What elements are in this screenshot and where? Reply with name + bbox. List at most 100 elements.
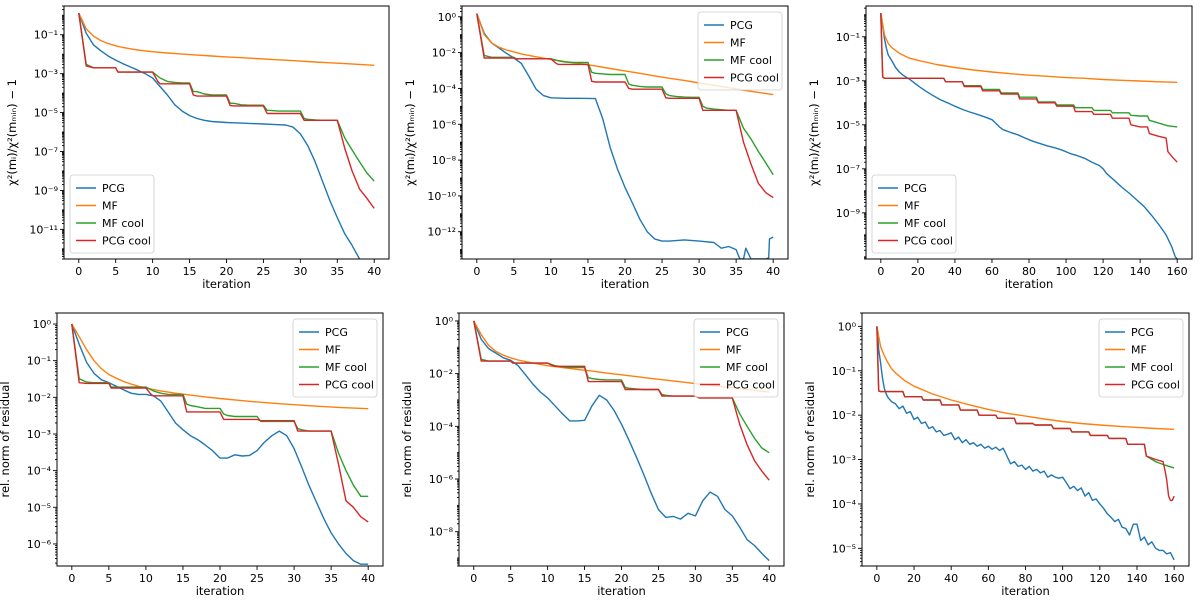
x-axis-label: iteration xyxy=(196,584,245,598)
legend-label-mf: MF xyxy=(726,344,742,357)
y-tick-label: 10⁻¹ xyxy=(27,355,51,368)
x-tick-label: 60 xyxy=(981,572,995,585)
x-tick-label: 10 xyxy=(139,572,153,585)
chart-panel-4: 0 5 10 15 20 25 30 35 40 10⁻⁶ 10⁻⁵ 10⁻⁴ 10⁻³ 10⁻² 10⁻¹… xyxy=(0,312,384,598)
x-tick-label: 10 xyxy=(541,572,555,585)
y-axis-label: χ²(mᵢ)/χ²(mₘᵢₙ) − 1 xyxy=(807,79,821,186)
x-tick-label: 25 xyxy=(651,572,665,585)
legend-label-pcg: PCG xyxy=(730,19,753,32)
y-tick-label: 10⁻² xyxy=(832,409,856,422)
series-line-pcg-cool xyxy=(476,13,774,199)
legend-frame xyxy=(697,11,783,91)
series-line-pcg-cool xyxy=(473,320,770,481)
legend-label-mf-cool: MF cool xyxy=(102,217,144,230)
y-tick-label: 10⁻¹² xyxy=(427,226,456,239)
y-tick-label: 10⁻² xyxy=(27,391,51,404)
x-tick-label: 35 xyxy=(729,265,743,278)
legend-label-mf: MF xyxy=(325,344,341,357)
x-tick-label: 100 xyxy=(1052,572,1073,585)
y-tick-label: 10⁻⁶ xyxy=(27,538,52,551)
x-tick-label: 40 xyxy=(948,265,962,278)
plot-area xyxy=(78,12,375,259)
legend-label-pcg-cool: PCG cool xyxy=(726,379,775,392)
chart-panel-5: 0 5 10 15 20 25 30 35 40 10⁻⁸ 10⁻⁶ 10⁻⁴ 10⁻² 10⁰ itera… xyxy=(400,312,785,598)
y-tick-label: 10⁰ xyxy=(435,315,454,328)
y-tick-label: 10⁻⁴ xyxy=(27,465,52,478)
x-tick-label: 40 xyxy=(361,572,375,585)
x-tick-label: 40 xyxy=(944,572,958,585)
x-tick-label: 5 xyxy=(507,572,514,585)
series-line-pcg xyxy=(78,12,361,259)
x-tick-label: 5 xyxy=(112,265,119,278)
chart-panel-6: 0 20 40 60 80 100 120 140 160 10⁻⁵ 10⁻⁴ 10⁻³ 10⁻² 10⁻… xyxy=(803,312,1190,598)
x-tick-label: 35 xyxy=(330,265,344,278)
x-tick-label: 0 xyxy=(877,265,884,278)
x-tick-label: 0 xyxy=(873,572,880,585)
y-tick-label: 10⁻³ xyxy=(27,428,51,441)
series-line-mf-cool xyxy=(880,12,1178,128)
y-tick-label: 10⁻⁴ xyxy=(429,420,454,433)
x-tick-label: 5 xyxy=(510,265,517,278)
y-tick-label: 10⁻⁹ xyxy=(836,207,860,220)
series-line-pcg-cool xyxy=(880,12,1178,163)
legend-label-mf-cool: MF cool xyxy=(730,54,772,67)
legend: PCG MF MF cool PCG cool xyxy=(697,11,783,91)
x-axis-label: iteration xyxy=(1005,277,1054,291)
y-tick-label: 10⁻¹ xyxy=(832,365,856,378)
x-tick-label: 0 xyxy=(75,265,82,278)
legend-label-mf-cool: MF cool xyxy=(904,217,946,230)
legend-frame xyxy=(69,174,155,254)
legend-label-mf: MF xyxy=(730,37,746,50)
y-tick-label: 10⁻⁴ xyxy=(832,498,857,511)
legend-label-pcg-cool: PCG cool xyxy=(1131,379,1180,392)
x-tick-label: 20 xyxy=(907,572,921,585)
legend-label-mf: MF xyxy=(1131,344,1147,357)
x-tick-label: 30 xyxy=(293,265,307,278)
y-tick-label: 10⁻⁷ xyxy=(836,163,860,176)
legend-label-mf: MF xyxy=(102,200,118,213)
y-tick-label: 10⁻⁵ xyxy=(27,501,51,514)
x-tick-label: 140 xyxy=(1130,265,1151,278)
x-tick-label: 40 xyxy=(766,265,780,278)
x-tick-label: 20 xyxy=(618,265,632,278)
x-tick-label: 20 xyxy=(213,572,227,585)
x-tick-label: 80 xyxy=(1022,265,1036,278)
x-tick-label: 25 xyxy=(250,572,264,585)
x-tick-label: 120 xyxy=(1089,572,1110,585)
legend-label-mf-cool: MF cool xyxy=(726,361,768,374)
legend-label-pcg: PCG xyxy=(904,182,927,195)
x-tick-label: 30 xyxy=(287,572,301,585)
series-line-pcg xyxy=(880,12,1178,259)
y-axis-label: rel. norm of residual xyxy=(400,381,414,497)
y-tick-label: 10⁻¹¹ xyxy=(29,223,58,236)
legend: PCG MF MF cool PCG cool xyxy=(69,174,155,254)
x-tick-label: 160 xyxy=(1167,265,1188,278)
x-tick-label: 160 xyxy=(1164,572,1185,585)
legend-label-mf: MF xyxy=(904,200,920,213)
y-axis-label: rel. norm of residual xyxy=(803,381,817,497)
y-tick-label: 10⁻⁹ xyxy=(34,184,58,197)
x-tick-label: 140 xyxy=(1126,572,1147,585)
legend-label-pcg: PCG xyxy=(325,326,348,339)
chart-panel-2: 0 5 10 15 20 25 30 35 40 10⁻¹² 10⁻¹⁰ 10⁻⁸ 10⁻⁶ 10⁻⁴ 10… xyxy=(403,5,789,291)
x-tick-label: 30 xyxy=(692,265,706,278)
y-tick-label: 10⁻⁸ xyxy=(429,526,454,539)
y-tick-label: 10⁻¹ xyxy=(836,31,860,44)
y-tick-label: 10⁰ xyxy=(33,318,52,331)
legend-label-mf-cool: MF cool xyxy=(1131,361,1173,374)
x-tick-label: 20 xyxy=(220,265,234,278)
x-tick-label: 15 xyxy=(183,265,197,278)
plot-area xyxy=(71,323,369,565)
series-line-pcg-cool xyxy=(78,13,375,209)
x-tick-label: 0 xyxy=(470,572,477,585)
x-tick-label: 25 xyxy=(655,265,669,278)
x-tick-label: 100 xyxy=(1056,265,1077,278)
legend-frame xyxy=(871,174,957,254)
plot-area xyxy=(473,320,770,562)
legend-label-pcg-cool: PCG cool xyxy=(730,72,779,85)
legend-label-pcg-cool: PCG cool xyxy=(904,235,953,248)
legend-frame xyxy=(292,318,378,398)
y-tick-label: 10⁰ xyxy=(838,320,857,333)
chart-panel-1: 0 5 10 15 20 25 30 35 40 10⁻¹¹ 10⁻⁹ 10⁻⁷ 10⁻⁵ 10⁻³ 10⁻… xyxy=(5,5,390,291)
